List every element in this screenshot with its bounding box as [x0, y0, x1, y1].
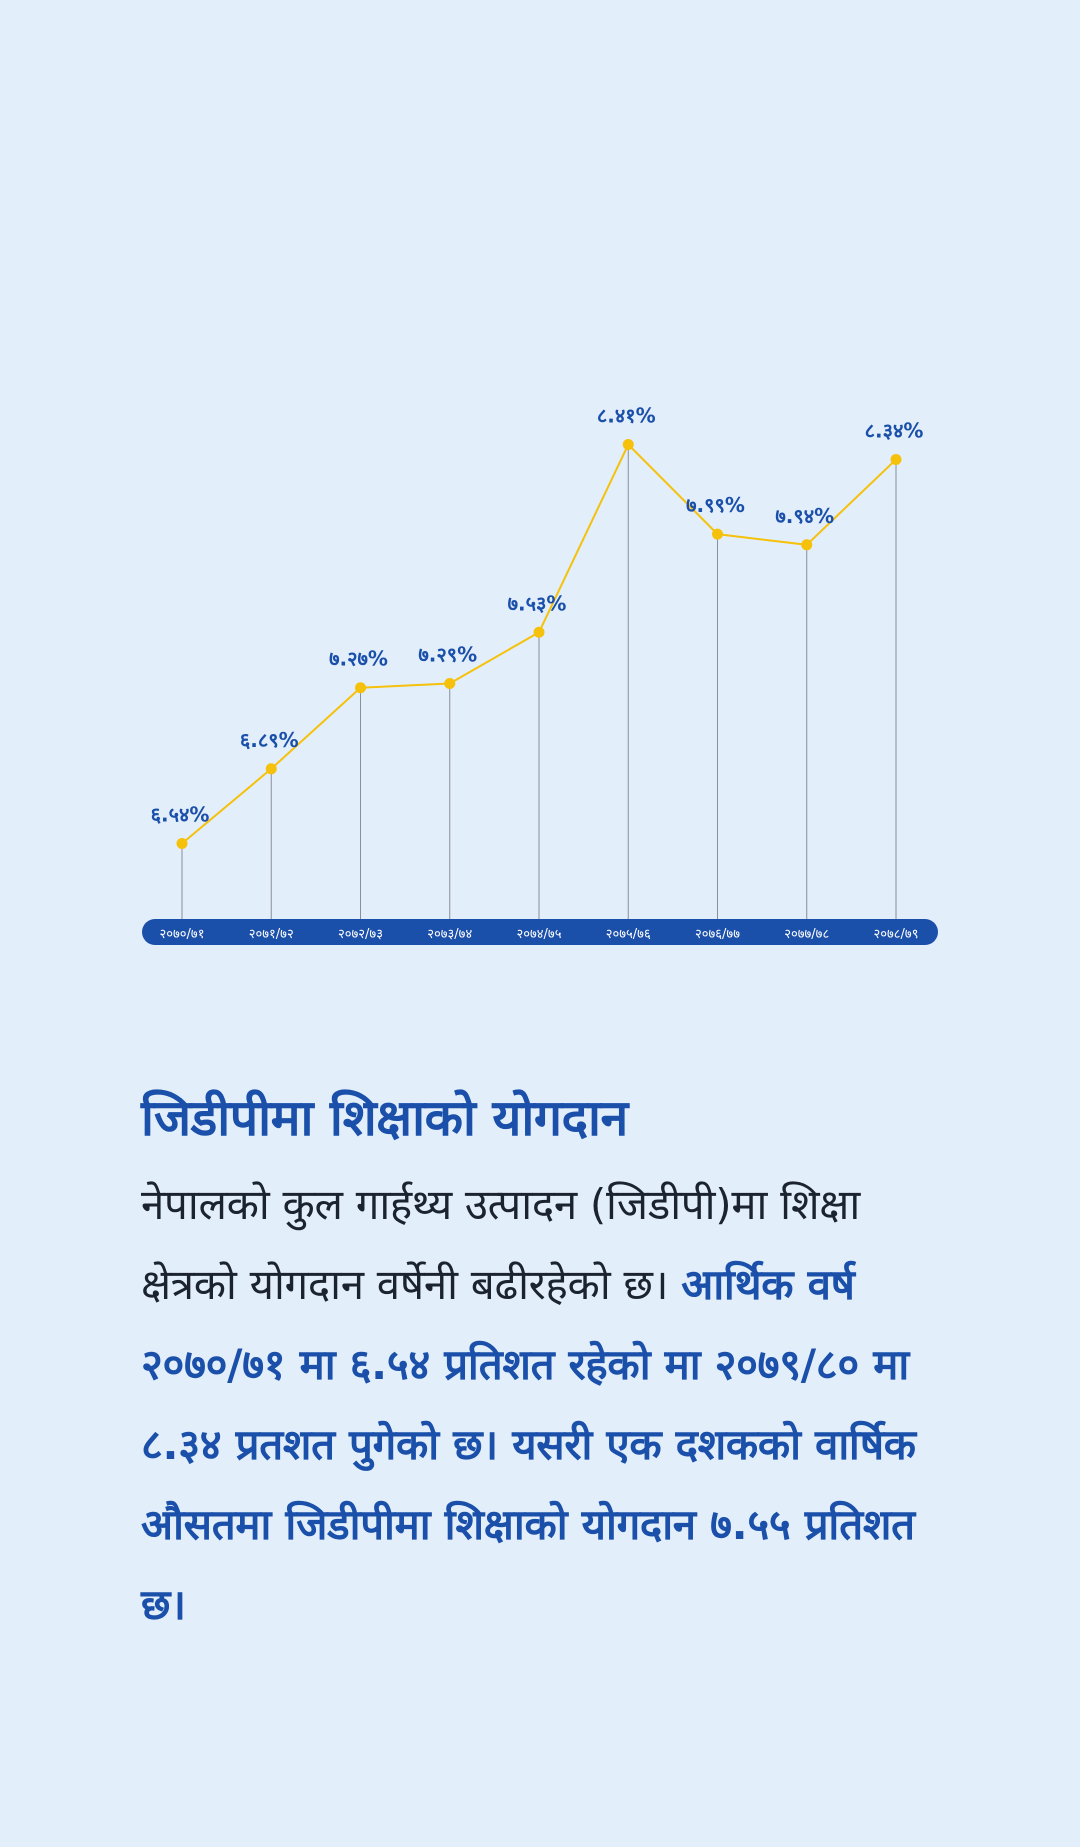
data-point — [176, 837, 188, 849]
x-tick-label: २०७१/७२ — [249, 927, 294, 942]
x-tick-label: २०७२/७३ — [338, 927, 383, 942]
x-tick-label: २०७४/७५ — [517, 927, 562, 942]
data-label: ७.९४% — [775, 504, 834, 528]
x-tick-label: २०७६/७७ — [695, 927, 740, 942]
gdp-education-line-chart: २०७०/७१ २०७१/७२ २०७२/७३ २०७३/७४ २०७४/७५ २०७५/… — [142, 404, 938, 945]
x-tick-label: २०७५/७६ — [606, 927, 651, 942]
data-label: ७.५३% — [508, 591, 567, 615]
data-point — [890, 453, 902, 465]
data-label: ७.२७% — [329, 647, 388, 671]
description-lead: नेपालको कुल गार्हथ्य उत्पादन (जिडीपी)मा … — [141, 1180, 860, 1309]
data-label: ७.९९% — [686, 493, 745, 517]
data-points — [176, 439, 902, 849]
data-labels: ६.५४% ६.८९% ७.२७% ७.२९% ७.५३% ८.४१% ७.९९% ७.९४%… — [151, 404, 924, 827]
x-tick-labels: २०७०/७१ २०७१/७२ २०७२/७३ २०७३/७४ २०७४/७५ २०७५/… — [160, 927, 919, 942]
data-point — [801, 539, 813, 551]
description-paragraph: नेपालको कुल गार्हथ्य उत्पादन (जिडीपी)मा … — [141, 1165, 941, 1645]
data-point — [265, 763, 277, 775]
data-label: ७.२९% — [418, 642, 477, 666]
x-axis-band — [142, 919, 938, 945]
data-point — [533, 626, 545, 638]
x-tick-label: २०७३/७४ — [427, 927, 472, 942]
data-point — [355, 682, 366, 694]
drop-lines — [181, 444, 897, 919]
data-label: ६.५४% — [151, 802, 210, 826]
description-highlight: आर्थिक वर्ष २०७०/७१ मा ६.५४ प्रतिशत रहेक… — [141, 1260, 916, 1629]
x-tick-label: २०७०/७१ — [160, 927, 205, 942]
section-heading: जिडीपीमा शिक्षाको योगदान — [141, 1089, 628, 1147]
description-block: जिडीपीमा शिक्षाको योगदान नेपालको कुल गार… — [141, 1085, 941, 1645]
data-label: ६.८९% — [240, 728, 299, 752]
data-point — [712, 528, 723, 540]
data-label: ८.४१% — [597, 404, 656, 428]
x-tick-label: २०७७/७८ — [784, 927, 829, 942]
x-tick-label: २०७८/७९ — [874, 927, 919, 942]
data-point — [444, 677, 456, 689]
data-label: ८.३४% — [865, 418, 924, 442]
data-point — [622, 439, 634, 451]
